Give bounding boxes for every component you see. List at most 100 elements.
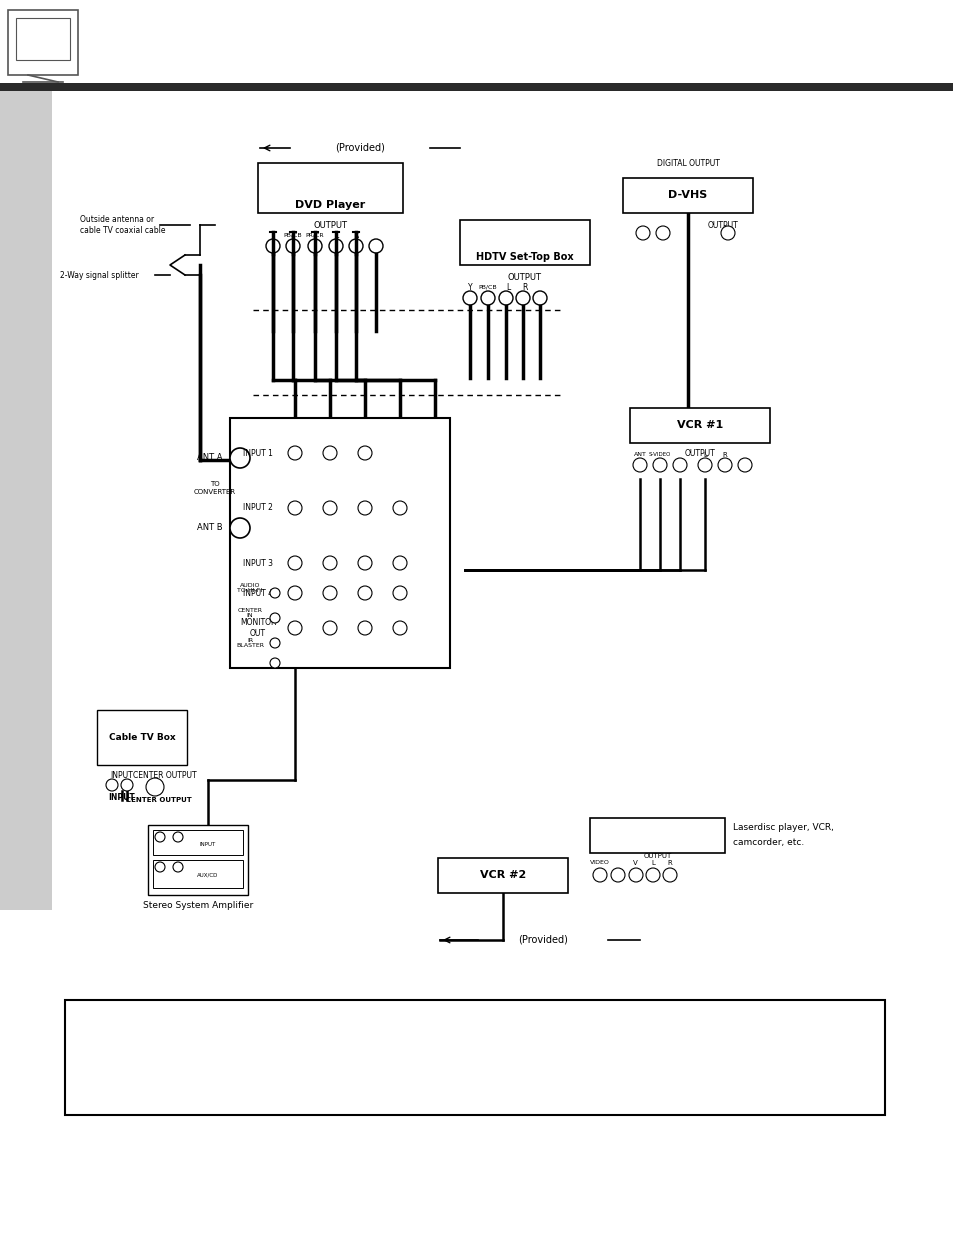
- Text: L: L: [702, 452, 706, 458]
- Circle shape: [270, 658, 280, 668]
- Text: DIGITAL OUTPUT: DIGITAL OUTPUT: [656, 158, 719, 168]
- Circle shape: [645, 868, 659, 882]
- Circle shape: [121, 779, 132, 790]
- Circle shape: [146, 778, 164, 797]
- Text: OUTPUT: OUTPUT: [707, 221, 738, 230]
- Text: 2-Way signal splitter: 2-Way signal splitter: [60, 270, 138, 279]
- Text: D-VHS: D-VHS: [668, 190, 707, 200]
- Circle shape: [533, 291, 546, 305]
- Bar: [97, 710, 187, 764]
- Circle shape: [172, 862, 183, 872]
- Circle shape: [154, 862, 165, 872]
- Text: AUDIO
TO HI-FI: AUDIO TO HI-FI: [237, 583, 262, 593]
- Bar: [0, 83, 953, 91]
- Text: camcorder, etc.: camcorder, etc.: [732, 837, 803, 846]
- Text: VCR #2: VCR #2: [479, 871, 525, 881]
- Bar: [152, 860, 243, 888]
- Circle shape: [230, 517, 250, 538]
- Bar: [152, 830, 243, 855]
- Circle shape: [270, 588, 280, 598]
- Text: TO
CONVERTER: TO CONVERTER: [193, 482, 235, 494]
- Text: IR
BLASTER: IR BLASTER: [235, 637, 264, 648]
- Circle shape: [628, 868, 642, 882]
- Circle shape: [357, 446, 372, 459]
- Text: AUX/CD: AUX/CD: [197, 872, 218, 878]
- Bar: [629, 408, 769, 443]
- Circle shape: [480, 291, 495, 305]
- Circle shape: [323, 585, 336, 600]
- Circle shape: [270, 638, 280, 648]
- Circle shape: [357, 556, 372, 571]
- Bar: [230, 417, 450, 668]
- Circle shape: [288, 446, 302, 459]
- Circle shape: [393, 585, 407, 600]
- Text: L: L: [334, 231, 337, 240]
- Circle shape: [462, 291, 476, 305]
- Text: R: R: [521, 283, 527, 291]
- Circle shape: [270, 613, 280, 622]
- Text: R: R: [667, 860, 672, 866]
- Bar: [437, 858, 567, 893]
- Text: OUTPUT: OUTPUT: [642, 853, 671, 860]
- Text: PB/CB: PB/CB: [283, 232, 302, 237]
- Circle shape: [266, 240, 280, 253]
- Circle shape: [393, 621, 407, 635]
- Circle shape: [349, 240, 363, 253]
- Text: S-VIDEO: S-VIDEO: [648, 452, 671, 457]
- Text: Laserdisc player, VCR,: Laserdisc player, VCR,: [732, 824, 833, 832]
- Text: PB/CB: PB/CB: [478, 284, 497, 289]
- Circle shape: [323, 621, 336, 635]
- Text: INPUT 2: INPUT 2: [243, 504, 273, 513]
- Text: OUTPUT: OUTPUT: [507, 273, 541, 282]
- Text: R: R: [721, 452, 726, 458]
- Circle shape: [738, 458, 751, 472]
- Text: VCR #1: VCR #1: [677, 420, 722, 431]
- Circle shape: [323, 446, 336, 459]
- Circle shape: [593, 868, 606, 882]
- Text: CENTER OUTPUT: CENTER OUTPUT: [133, 771, 196, 779]
- Text: DVD Player: DVD Player: [295, 200, 365, 210]
- Text: INPUT: INPUT: [109, 794, 135, 803]
- Text: ANT: ANT: [633, 452, 646, 457]
- Bar: [65, 1000, 884, 1115]
- Circle shape: [393, 556, 407, 571]
- Circle shape: [672, 458, 686, 472]
- Text: CENTER
IN: CENTER IN: [237, 608, 262, 619]
- Text: Cable TV Box: Cable TV Box: [109, 734, 175, 742]
- Text: L: L: [505, 283, 510, 291]
- Circle shape: [288, 621, 302, 635]
- Circle shape: [652, 458, 666, 472]
- Circle shape: [329, 240, 343, 253]
- Bar: [148, 825, 248, 895]
- Text: (Provided): (Provided): [335, 143, 384, 153]
- Text: L: L: [650, 860, 655, 866]
- Text: INPUT 1: INPUT 1: [243, 448, 273, 457]
- Circle shape: [172, 832, 183, 842]
- Circle shape: [498, 291, 513, 305]
- Text: ANT A: ANT A: [197, 453, 222, 462]
- Bar: [589, 818, 724, 853]
- Circle shape: [323, 556, 336, 571]
- Text: INPUT: INPUT: [111, 771, 133, 779]
- Text: PR/CR: PR/CR: [305, 232, 324, 237]
- Circle shape: [357, 501, 372, 515]
- Circle shape: [369, 240, 382, 253]
- Circle shape: [698, 458, 711, 472]
- Bar: [257, 163, 402, 212]
- Text: R: R: [353, 231, 358, 240]
- Text: VIDEO: VIDEO: [590, 861, 609, 866]
- Circle shape: [288, 501, 302, 515]
- Text: HDTV Set-Top Box: HDTV Set-Top Box: [476, 252, 573, 262]
- Circle shape: [636, 226, 649, 240]
- Bar: [0, 90, 52, 910]
- Bar: [622, 178, 752, 212]
- Text: INPUT 4: INPUT 4: [243, 589, 273, 598]
- Circle shape: [656, 226, 669, 240]
- Circle shape: [393, 501, 407, 515]
- Circle shape: [720, 226, 734, 240]
- Circle shape: [154, 832, 165, 842]
- Text: OUTPUT: OUTPUT: [684, 448, 715, 457]
- Text: Outside antenna or
cable TV coaxial cable: Outside antenna or cable TV coaxial cabl…: [80, 215, 165, 235]
- Circle shape: [662, 868, 677, 882]
- Bar: [8, 10, 78, 75]
